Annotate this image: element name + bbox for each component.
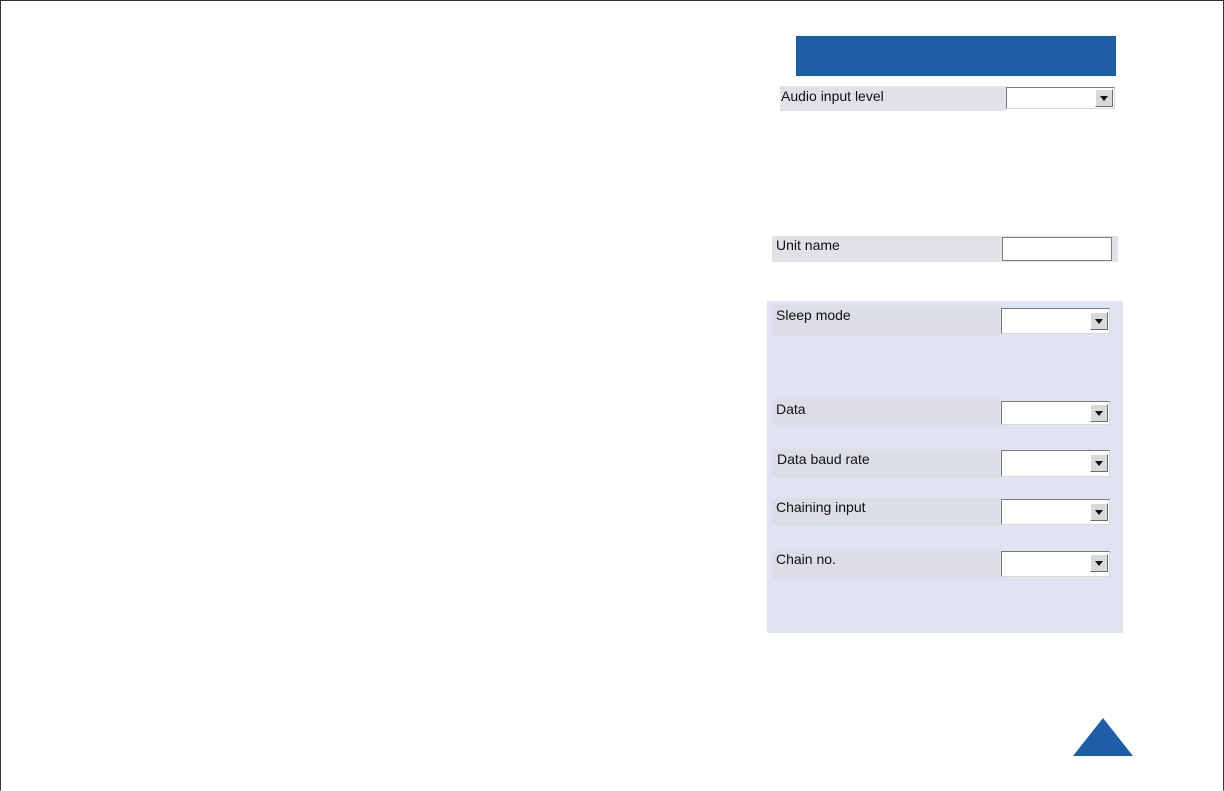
- data-baud-rate-row: Data baud rate: [772, 449, 1000, 478]
- data-baud-rate-select[interactable]: [1001, 450, 1110, 477]
- sleep-mode-label: Sleep mode: [776, 307, 851, 323]
- up-triangle-icon[interactable]: [1073, 718, 1133, 756]
- data-select[interactable]: [1001, 401, 1110, 425]
- audio-input-level-label: Audio input level: [781, 88, 884, 104]
- chaining-input-select[interactable]: [1001, 499, 1110, 525]
- chevron-down-icon[interactable]: [1090, 404, 1108, 422]
- chaining-input-row: Chaining input: [772, 498, 1000, 526]
- audio-input-level-row: Audio input level: [780, 86, 1006, 111]
- chain-no-row: Chain no.: [772, 551, 1000, 579]
- audio-input-level-select[interactable]: [1006, 87, 1115, 109]
- sleep-mode-select[interactable]: [1001, 308, 1110, 334]
- chain-no-select[interactable]: [1001, 551, 1110, 577]
- chevron-down-icon[interactable]: [1090, 503, 1108, 521]
- chaining-input-label: Chaining input: [776, 499, 866, 515]
- chevron-down-icon[interactable]: [1090, 454, 1108, 472]
- unit-name-label: Unit name: [776, 237, 840, 253]
- section-header-bar: [796, 36, 1116, 76]
- chevron-down-icon[interactable]: [1090, 312, 1108, 330]
- sleep-mode-row: Sleep mode: [772, 305, 1000, 336]
- data-row: Data: [772, 399, 1000, 425]
- unit-name-input[interactable]: [1002, 237, 1112, 261]
- data-label: Data: [776, 401, 806, 417]
- chevron-down-icon[interactable]: [1095, 89, 1113, 107]
- chain-no-label: Chain no.: [776, 551, 836, 567]
- data-baud-rate-label: Data baud rate: [777, 451, 870, 467]
- chevron-down-icon[interactable]: [1090, 554, 1108, 572]
